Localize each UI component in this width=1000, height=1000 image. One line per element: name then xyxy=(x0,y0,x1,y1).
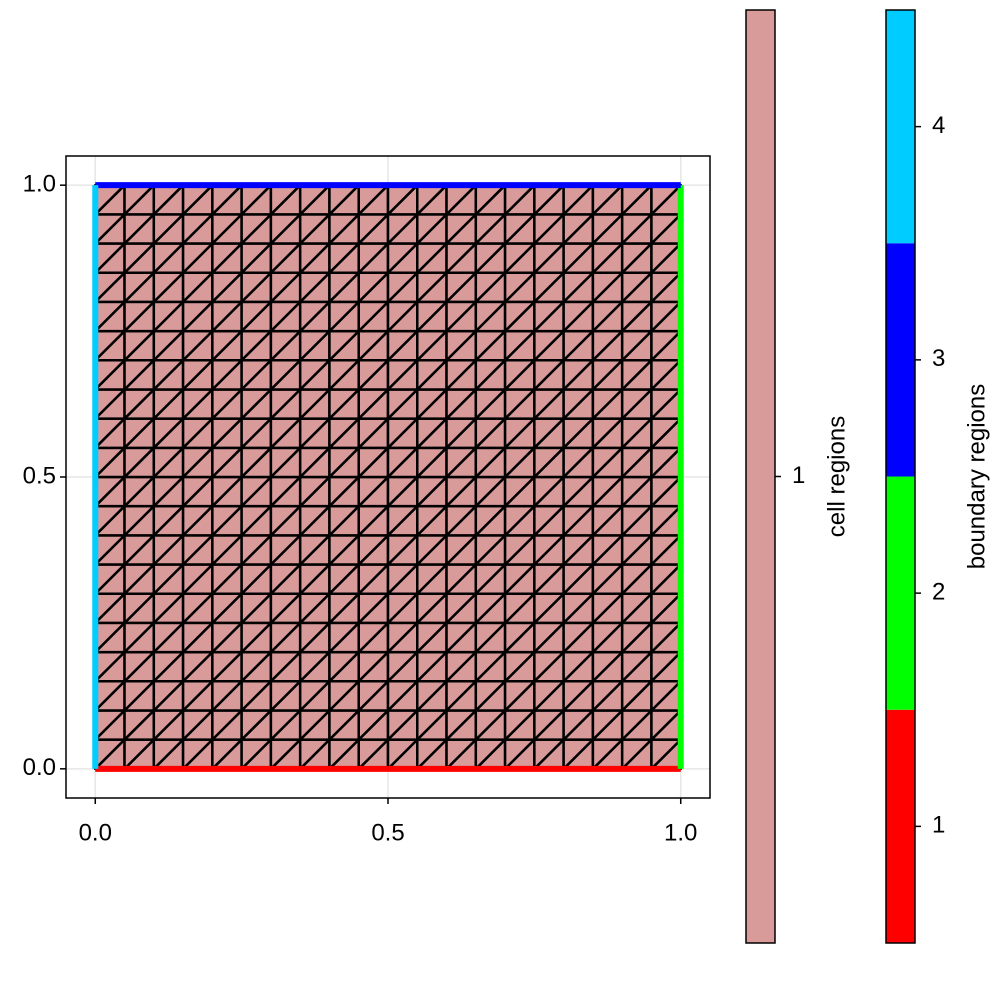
colorbar-label: boundary regions xyxy=(963,384,990,569)
x-tick-label: 1.0 xyxy=(664,819,697,846)
colorbar-tick-label: 1 xyxy=(932,812,945,839)
colorbar-tick-label: 2 xyxy=(932,578,945,605)
y-tick-label: 0.0 xyxy=(23,754,56,781)
colorbar-segment xyxy=(886,10,915,244)
x-tick-label: 0.0 xyxy=(79,819,112,846)
colorbar-frame xyxy=(745,9,776,944)
colorbar-segment xyxy=(886,709,915,943)
x-tick-label: 0.5 xyxy=(371,819,404,846)
colorbar-segment xyxy=(886,476,915,710)
colorbar-segment xyxy=(746,10,775,943)
colorbar-tick-label: 4 xyxy=(932,112,945,139)
y-tick-label: 1.0 xyxy=(23,171,56,198)
colorbar-segment xyxy=(886,243,915,477)
axis-frame xyxy=(65,155,711,799)
colorbar-frame xyxy=(885,9,916,944)
colorbar-label: cell regions xyxy=(823,416,850,537)
colorbar-tick-label: 3 xyxy=(932,345,945,372)
y-tick-label: 0.5 xyxy=(23,462,56,489)
colorbar-tick-label: 1 xyxy=(792,462,805,489)
